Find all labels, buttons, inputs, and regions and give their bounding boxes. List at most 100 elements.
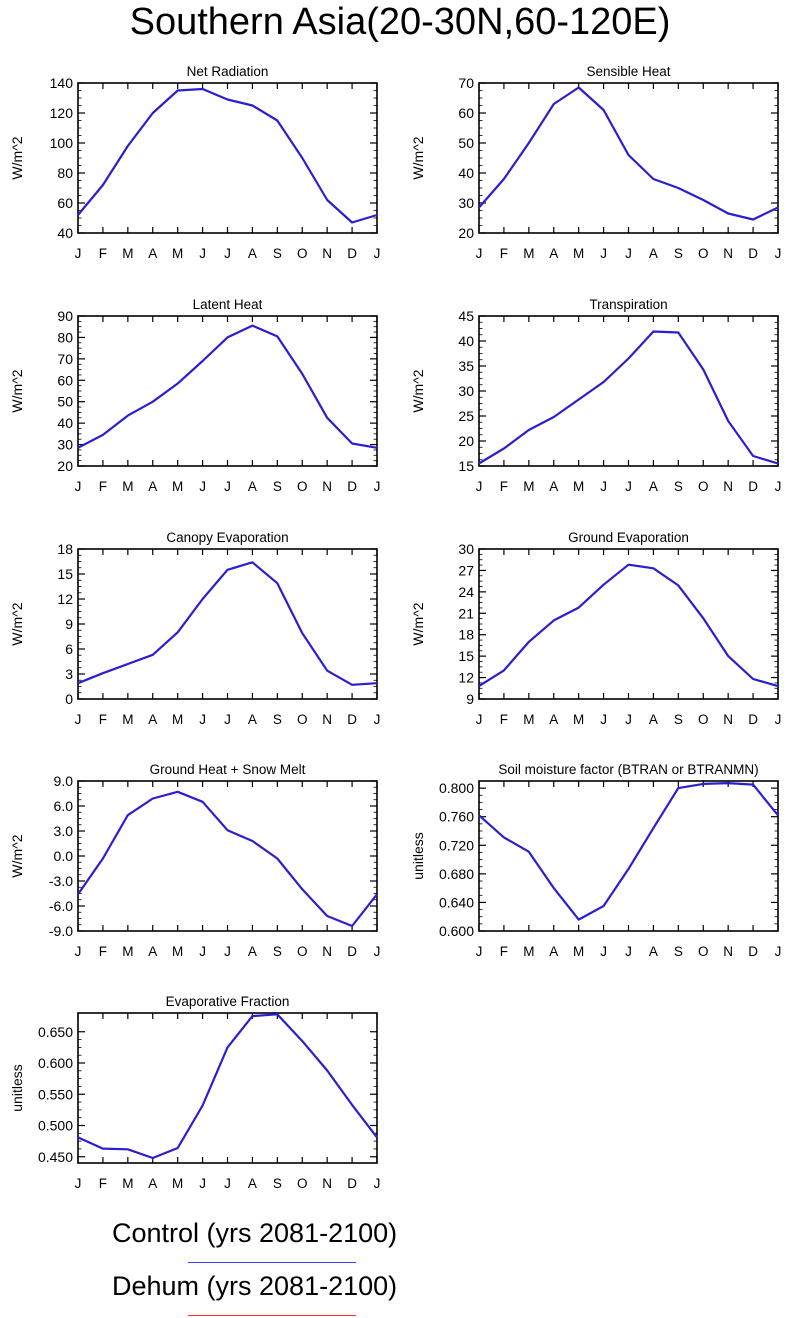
y-tick-label: 0.600 <box>38 1055 73 1071</box>
x-tick-label: J <box>775 246 782 261</box>
x-tick-label: J <box>374 712 381 727</box>
y-tick-label: 9 <box>466 691 474 707</box>
y-tick-label: 15 <box>458 648 474 664</box>
x-tick-label: J <box>476 246 483 261</box>
x-tick-label: S <box>273 944 282 959</box>
x-tick-label: F <box>99 944 107 959</box>
x-tick-label: F <box>99 246 107 261</box>
x-tick-label: J <box>224 944 231 959</box>
chart-title: Ground Heat + Snow Melt <box>150 762 306 777</box>
x-tick-label: J <box>75 944 82 959</box>
x-tick-label: D <box>347 1176 357 1191</box>
y-tick-label: 40 <box>57 225 73 241</box>
x-tick-label: J <box>600 246 607 261</box>
x-tick-label: M <box>172 712 183 727</box>
y-tick-label: 90 <box>57 308 73 324</box>
x-tick-label: F <box>500 712 508 727</box>
x-tick-label: J <box>600 479 607 494</box>
x-tick-label: O <box>698 479 709 494</box>
y-tick-label: 0.800 <box>439 780 474 796</box>
x-tick-label: A <box>549 944 558 959</box>
y-tick-label: 0.500 <box>38 1118 73 1134</box>
x-tick-label: F <box>99 479 107 494</box>
x-tick-label: J <box>625 246 632 261</box>
x-tick-label: J <box>625 944 632 959</box>
series-line <box>77 87 378 224</box>
y-axis-label: W/m^2 <box>9 136 25 179</box>
x-tick-label: J <box>476 712 483 727</box>
y-tick-label: 25 <box>458 408 474 424</box>
plot-frame <box>77 780 378 932</box>
x-tick-label: O <box>698 944 709 959</box>
y-tick-label: 0.680 <box>439 866 474 882</box>
x-tick-label: J <box>75 712 82 727</box>
x-tick-label: A <box>248 246 257 261</box>
x-tick-label: S <box>273 246 282 261</box>
x-tick-label: J <box>476 944 483 959</box>
x-tick-label: M <box>172 1176 183 1191</box>
y-tick-label: -6.0 <box>49 898 73 914</box>
x-tick-label: F <box>99 1176 107 1191</box>
x-tick-label: M <box>573 712 584 727</box>
x-tick-label: M <box>172 944 183 959</box>
y-tick-label: 18 <box>57 541 73 557</box>
x-tick-label: J <box>374 1176 381 1191</box>
x-tick-label: F <box>500 246 508 261</box>
y-tick-label: 40 <box>57 415 73 431</box>
x-tick-label: O <box>297 246 308 261</box>
y-tick-label: 12 <box>57 591 73 607</box>
y-tick-label: 60 <box>57 372 73 388</box>
x-tick-label: D <box>748 712 758 727</box>
x-tick-label: N <box>723 246 733 261</box>
x-tick-label: J <box>75 246 82 261</box>
y-tick-label: 50 <box>458 135 474 151</box>
y-tick-label: 15 <box>458 458 474 474</box>
x-tick-label: J <box>775 944 782 959</box>
y-tick-label: 27 <box>458 562 474 578</box>
x-tick-label: F <box>500 479 508 494</box>
y-tick-label: -3.0 <box>49 873 73 889</box>
y-tick-label: 20 <box>458 433 474 449</box>
y-tick-label: 0.600 <box>439 923 474 939</box>
x-tick-label: J <box>476 479 483 494</box>
x-tick-label: S <box>273 479 282 494</box>
x-tick-label: J <box>224 1176 231 1191</box>
x-tick-label: A <box>148 712 157 727</box>
x-tick-label: N <box>322 246 332 261</box>
y-tick-label: 80 <box>57 165 73 181</box>
x-tick-label: A <box>148 944 157 959</box>
x-tick-label: D <box>347 246 357 261</box>
x-tick-label: S <box>273 1176 282 1191</box>
y-tick-label: 0.0 <box>54 848 74 864</box>
y-tick-label: 45 <box>458 308 474 324</box>
y-axis-label: W/m^2 <box>9 834 25 877</box>
x-tick-label: J <box>600 944 607 959</box>
series-line <box>478 563 779 688</box>
chart-title: Sensible Heat <box>586 64 670 79</box>
x-tick-label: J <box>199 479 206 494</box>
x-tick-label: S <box>273 712 282 727</box>
y-tick-label: 0.450 <box>38 1149 73 1165</box>
y-tick-label: 0.640 <box>439 894 474 910</box>
legend-line-dehum <box>188 1315 356 1316</box>
x-tick-label: O <box>297 479 308 494</box>
y-axis-label: W/m^2 <box>410 136 426 179</box>
chart-title: Latent Heat <box>193 297 263 312</box>
x-tick-label: N <box>723 479 733 494</box>
x-tick-label: J <box>625 712 632 727</box>
x-tick-label: M <box>523 712 534 727</box>
y-tick-label: 24 <box>458 584 474 600</box>
legend-label-dehum: Dehum (yrs 2081-2100) <box>112 1271 398 1301</box>
x-tick-label: A <box>148 479 157 494</box>
plot-frame <box>478 548 779 700</box>
x-tick-label: A <box>649 479 658 494</box>
y-axis-label: unitless <box>9 1064 25 1111</box>
plot-frame <box>77 548 378 700</box>
x-tick-label: J <box>75 1176 82 1191</box>
x-tick-label: M <box>122 712 133 727</box>
y-axis-label: unitless <box>410 832 426 879</box>
